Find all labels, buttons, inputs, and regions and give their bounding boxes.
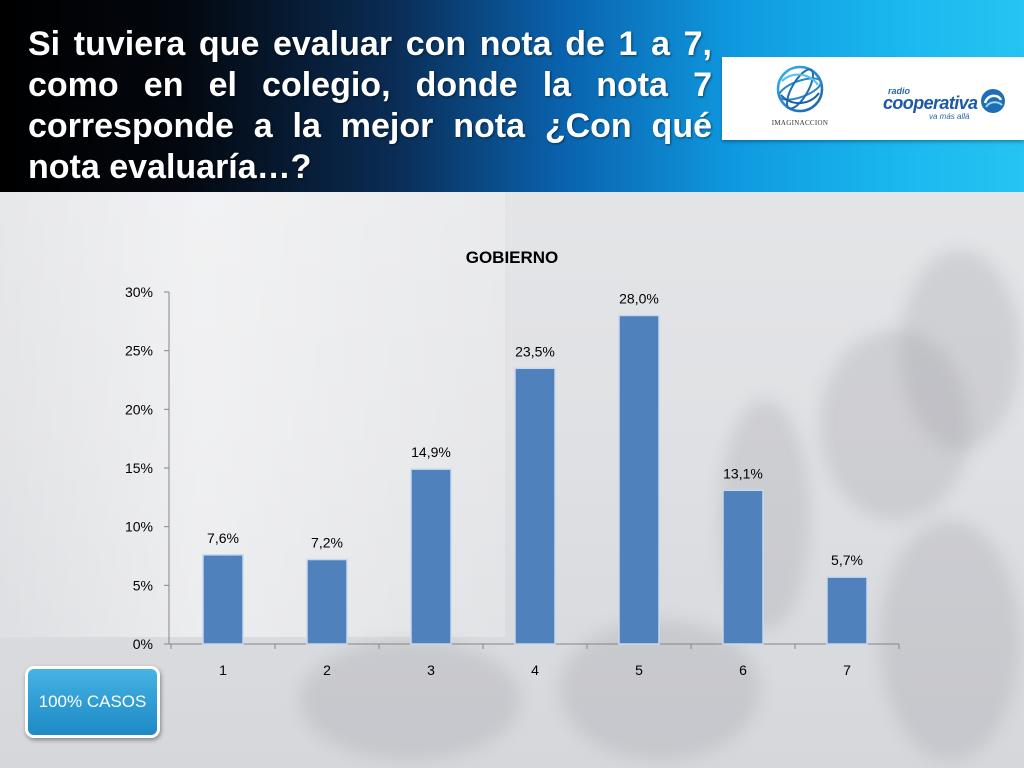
globe-icon (776, 65, 824, 113)
swirl-icon (981, 89, 1005, 113)
background-silhouette (880, 520, 1020, 760)
background-light-panel (0, 192, 505, 637)
background-silhouette (720, 400, 810, 630)
cooperativa-logo-tagline: va más allá (929, 112, 970, 121)
logo-box: IMAGINACCION radio cooperativa va más al… (722, 57, 1024, 140)
imaginaccion-logo-text: IMAGINACCION (771, 119, 829, 127)
cases-badge: 100% CASOS (25, 666, 160, 738)
header-banner: Si tuviera que evaluar con nota de 1 a 7… (0, 0, 1024, 192)
cooperativa-logo-prefix: radio (888, 86, 911, 96)
background-silhouette (900, 250, 1020, 450)
cases-badge-label: 100% CASOS (38, 692, 147, 711)
background-silhouette (820, 330, 970, 520)
slide-title: Si tuviera que evaluar con nota de 1 a 7… (28, 25, 712, 186)
background-silhouette (300, 640, 520, 760)
background-silhouette (560, 620, 760, 760)
cooperativa-logo-name: cooperativa (883, 93, 978, 113)
